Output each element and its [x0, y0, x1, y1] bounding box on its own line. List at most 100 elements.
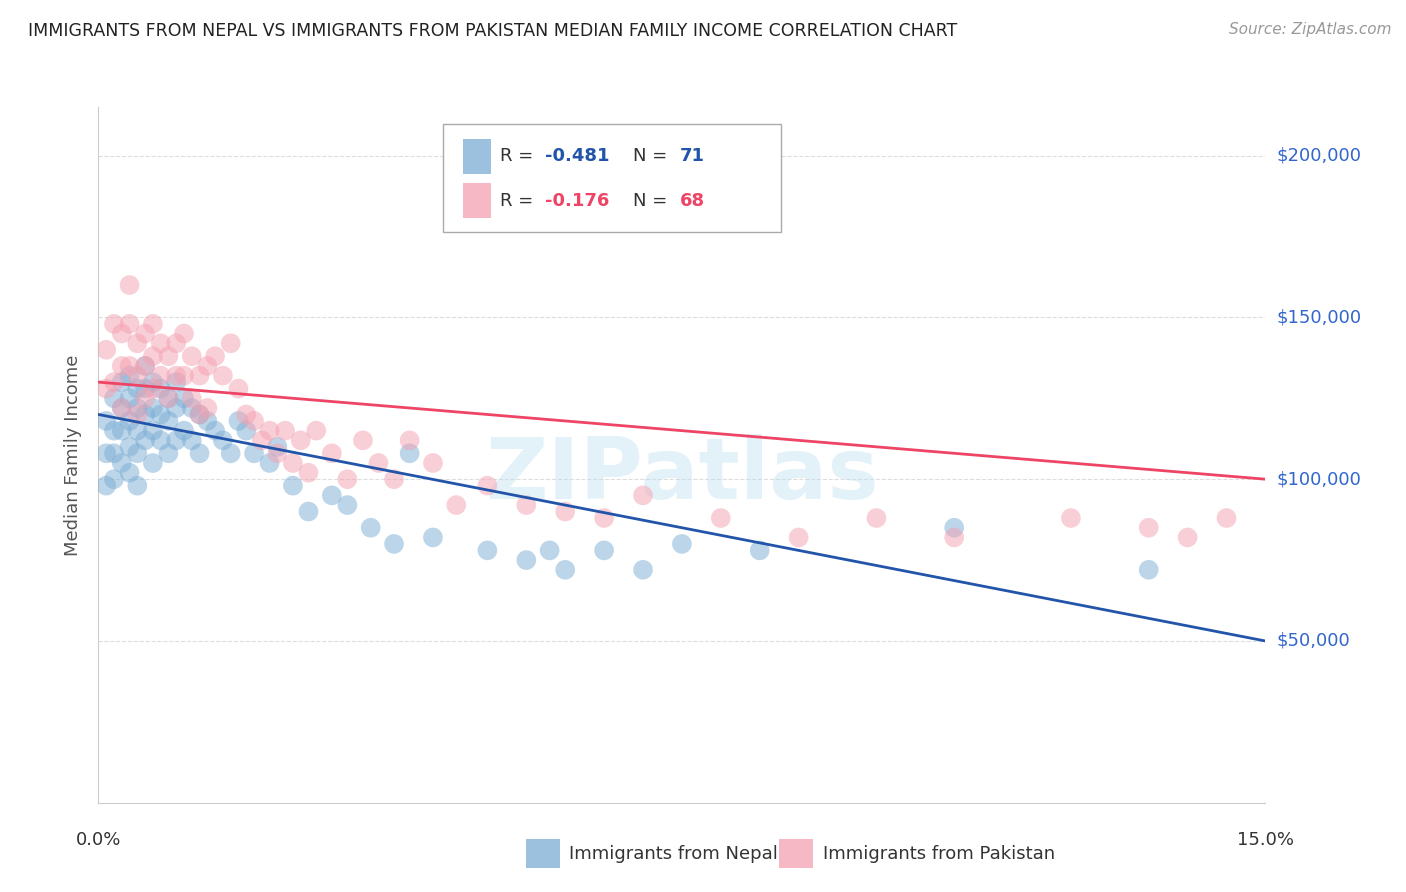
Point	[127, 368, 149, 383]
Point	[127, 382, 149, 396]
FancyBboxPatch shape	[526, 839, 560, 868]
Point	[259, 424, 281, 438]
Point	[173, 424, 195, 438]
Text: -0.481: -0.481	[546, 147, 610, 165]
Point	[165, 401, 187, 415]
Point	[321, 446, 343, 460]
Point	[1137, 521, 1160, 535]
Text: 15.0%: 15.0%	[1237, 830, 1294, 848]
Text: 71: 71	[679, 147, 704, 165]
Point	[118, 278, 141, 293]
Point	[134, 434, 156, 448]
Point	[118, 368, 141, 383]
Point	[111, 401, 134, 415]
Point	[142, 317, 165, 331]
Point	[593, 511, 616, 525]
Point	[554, 504, 576, 518]
Point	[142, 401, 165, 415]
Point	[382, 472, 405, 486]
Point	[250, 434, 273, 448]
Point	[149, 368, 172, 383]
Point	[165, 336, 187, 351]
Point	[943, 531, 966, 545]
Point	[398, 434, 420, 448]
Point	[103, 446, 125, 460]
Text: N =: N =	[633, 192, 673, 210]
Point	[157, 414, 180, 428]
Point	[134, 392, 156, 406]
Point	[157, 349, 180, 363]
Point	[188, 408, 211, 422]
Point	[142, 375, 165, 389]
Point	[127, 424, 149, 438]
Point	[259, 456, 281, 470]
Point	[157, 392, 180, 406]
Point	[180, 392, 202, 406]
Point	[96, 343, 118, 357]
Point	[367, 456, 389, 470]
Point	[142, 456, 165, 470]
Text: N =: N =	[633, 147, 673, 165]
Point	[173, 368, 195, 383]
Point	[219, 446, 242, 460]
Point	[149, 336, 172, 351]
Point	[515, 498, 537, 512]
Point	[165, 368, 187, 383]
Point	[149, 408, 172, 422]
Point	[118, 317, 141, 331]
Point	[228, 414, 250, 428]
Point	[446, 498, 468, 512]
Point	[118, 359, 141, 373]
Point	[515, 553, 537, 567]
Point	[127, 401, 149, 415]
Text: R =: R =	[501, 192, 538, 210]
FancyBboxPatch shape	[443, 124, 782, 232]
Point	[142, 382, 165, 396]
Point	[228, 382, 250, 396]
Point	[195, 401, 218, 415]
Point	[96, 382, 118, 396]
Point	[281, 456, 304, 470]
Point	[1215, 511, 1237, 525]
Point	[290, 434, 312, 448]
Point	[1177, 531, 1199, 545]
Point	[111, 456, 134, 470]
Point	[103, 317, 125, 331]
Point	[710, 511, 733, 525]
Point	[127, 336, 149, 351]
Point	[336, 472, 359, 486]
Point	[305, 424, 328, 438]
Point	[321, 488, 343, 502]
Point	[266, 440, 288, 454]
Point	[142, 349, 165, 363]
Point	[195, 359, 218, 373]
Point	[787, 531, 810, 545]
Point	[631, 563, 654, 577]
Point	[134, 359, 156, 373]
Point	[865, 511, 887, 525]
Point	[422, 531, 444, 545]
Text: $150,000: $150,000	[1277, 309, 1361, 326]
Point	[103, 392, 125, 406]
Point	[398, 446, 420, 460]
Point	[204, 349, 226, 363]
Text: $50,000: $50,000	[1277, 632, 1350, 650]
Point	[127, 446, 149, 460]
Text: ZIPatlas: ZIPatlas	[485, 434, 879, 517]
Point	[165, 375, 187, 389]
Point	[748, 543, 770, 558]
Point	[352, 434, 374, 448]
Point	[111, 359, 134, 373]
Point	[281, 478, 304, 492]
Point	[180, 401, 202, 415]
Point	[127, 478, 149, 492]
Point	[111, 424, 134, 438]
Point	[195, 414, 218, 428]
Point	[219, 336, 242, 351]
Text: $100,000: $100,000	[1277, 470, 1361, 488]
Point	[274, 424, 297, 438]
Point	[134, 359, 156, 373]
Point	[149, 382, 172, 396]
Point	[477, 478, 499, 492]
Point	[943, 521, 966, 535]
